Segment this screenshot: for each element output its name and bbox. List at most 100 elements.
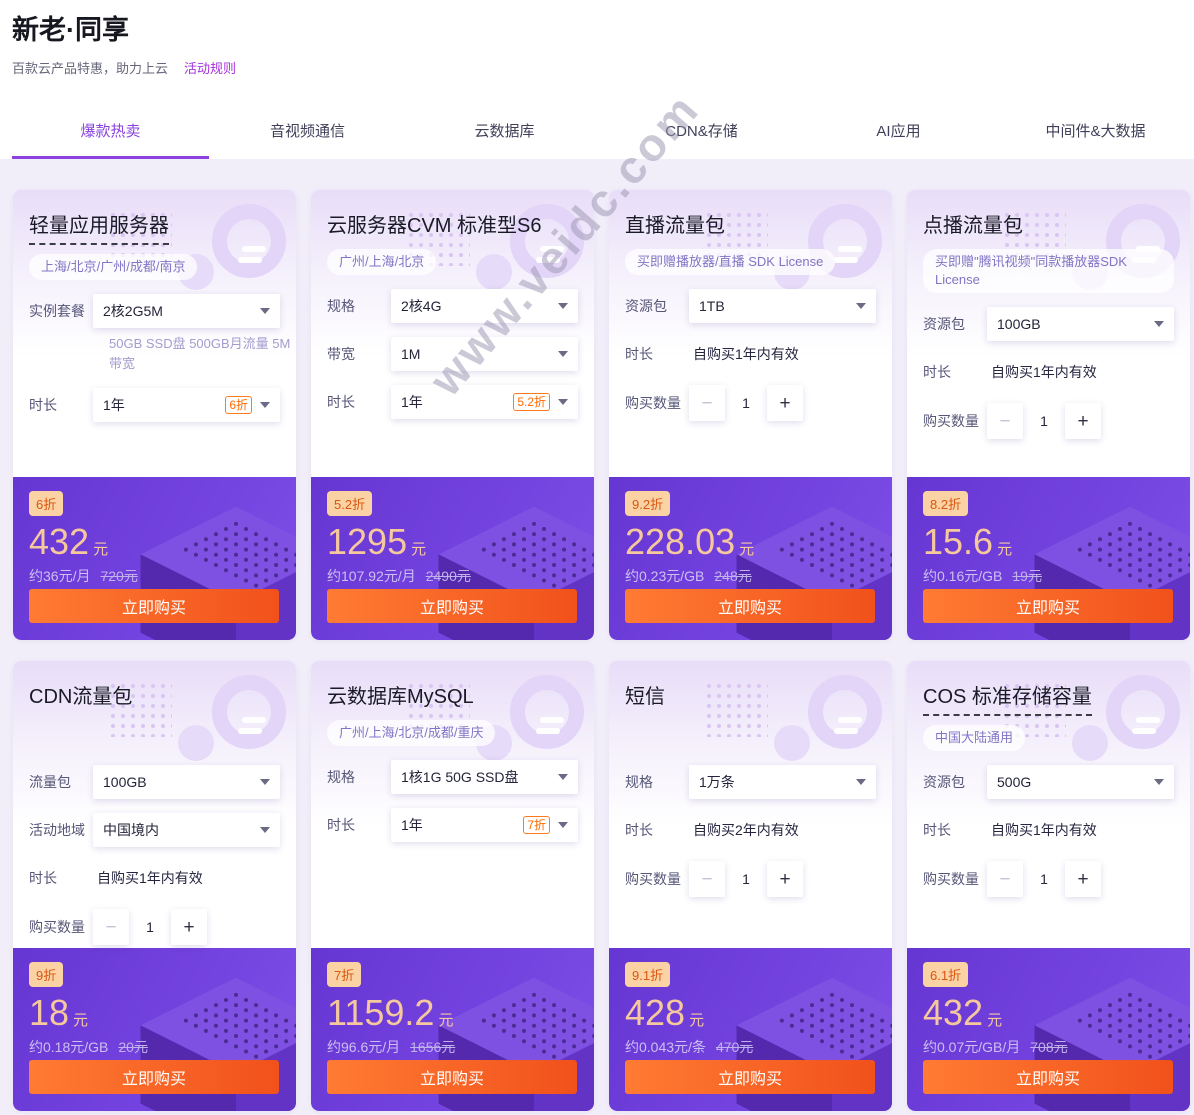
buy-now-button[interactable]: 立即购买 (29, 1060, 279, 1094)
bandwidth-select[interactable]: 1M (391, 337, 578, 371)
select-value: 2核2G5M (103, 303, 163, 319)
price-panel: 9.2折 228.03 元 约0.23元/GB 248元 立即购买 (609, 477, 892, 640)
increase-quantity-button[interactable]: + (767, 861, 803, 897)
chevron-down-icon (558, 822, 568, 828)
price-unit: 元 (689, 1012, 705, 1029)
field-label-quantity: 购买数量 (923, 413, 979, 429)
price-panel: 8.2折 15.6 元 约0.16元/GB 19元 立即购买 (907, 477, 1190, 640)
field-list: 实例套餐 2核2G5M 50GB SSD盘 500GB月流量 5M带宽 时长 1年 6折 (29, 294, 290, 423)
region-select[interactable]: 中国境内 (93, 813, 280, 847)
field-label-region: 活动地域 (29, 822, 85, 838)
field-list: 资源包 100GB 时长 自购买1年内有效 购买数量 − 1 + (923, 307, 1174, 439)
buy-now-button[interactable]: 立即购买 (29, 589, 279, 623)
quantity-stepper: − 1 + (987, 861, 1101, 897)
product-tag: 广州/上海/北京 (327, 249, 437, 275)
select-value: 1TB (699, 298, 725, 314)
duration-select[interactable]: 1年 5.2折 (391, 385, 578, 419)
tab-cloud-db[interactable]: 云数据库 (474, 123, 535, 140)
increase-quantity-button[interactable]: + (1065, 861, 1101, 897)
price-approx: 约0.043元/条 (625, 1039, 706, 1055)
decrease-quantity-button[interactable]: − (987, 861, 1023, 897)
select-value: 1年 (103, 397, 125, 414)
buy-now-button[interactable]: 立即购买 (923, 1060, 1173, 1094)
product-card-mysql-database: 云数据库MySQL 广州/上海/北京/成都/重庆 规格 1核1G 50G SSD盘… (311, 661, 594, 1111)
price-approx: 约0.23元/GB (625, 568, 705, 584)
price-panel: 9.1折 428 元 约0.043元/条 470元 立即购买 (609, 948, 892, 1111)
duration-select[interactable]: 1年 6折 (93, 388, 280, 423)
tab-audio-video[interactable]: 音视频通信 (269, 123, 345, 140)
decrease-quantity-button[interactable]: − (987, 403, 1023, 439)
price-unit: 元 (997, 541, 1013, 558)
chevron-down-icon (558, 303, 568, 309)
quantity-value: 1 (1040, 413, 1048, 429)
quantity-value: 1 (742, 395, 750, 411)
tab-ai-apps[interactable]: AI应用 (876, 123, 921, 140)
duration-select[interactable]: 1年 7折 (391, 808, 578, 842)
duration-value: 自购买1年内有效 (97, 870, 203, 886)
price-approx: 约96.6元/月 (327, 1039, 401, 1055)
card-top: 直播流量包 买即赠播放器/直播 SDK License 资源包 1TB 时长 自购买1… (609, 190, 892, 477)
field-label-quantity: 购买数量 (625, 395, 681, 411)
traffic-pack-select[interactable]: 100GB (93, 765, 280, 799)
chevron-down-icon (1154, 321, 1164, 327)
quantity-stepper: − 1 + (689, 861, 803, 897)
select-value: 100GB (103, 774, 147, 790)
spec-select[interactable]: 1万条 (689, 765, 876, 799)
price-approx: 约0.07元/GB/月 (923, 1039, 1021, 1055)
field-label-resource-pack: 资源包 (625, 298, 667, 314)
buy-now-button[interactable]: 立即购买 (625, 589, 875, 623)
quantity-value: 1 (1040, 871, 1048, 887)
price-panel: 5.2折 1295 元 约107.92元/月 2490元 立即购买 (311, 477, 594, 640)
card-top: 点播流量包 买即赠"腾讯视频"同款播放器SDK License 资源包 100GB… (907, 190, 1190, 477)
price-unit: 元 (987, 1012, 1003, 1029)
increase-quantity-button[interactable]: + (1065, 403, 1101, 439)
price-amount: 1159.2 (327, 992, 435, 1033)
page-title: 新老·同享 (12, 15, 129, 45)
decrease-quantity-button[interactable]: − (689, 385, 725, 421)
product-card-cdn-traffic-pack: CDN流量包 流量包 100GB 活动地域 中国境内 时长 自购买1年内有效 购买数量 − 1 +… (13, 661, 296, 1111)
field-label-duration: 时长 (625, 822, 653, 838)
resource-pack-select[interactable]: 100GB (987, 307, 1174, 341)
spec-select[interactable]: 2核4G (391, 289, 578, 323)
instance-plan-select[interactable]: 2核2G5M (93, 294, 280, 328)
discount-badge: 6.1折 (923, 962, 969, 987)
card-top: CDN流量包 流量包 100GB 活动地域 中国境内 时长 自购买1年内有效 购买数量 − 1 + (13, 661, 296, 948)
product-title: CDN流量包 (29, 686, 133, 708)
price-original: 720元 (100, 568, 138, 584)
decrease-quantity-button[interactable]: − (93, 909, 129, 945)
field-label-spec: 规格 (625, 774, 653, 790)
card-top: COS 标准存储容量 中国大陆通用 资源包 500G 时长 自购买1年内有效 购买数量 −… (907, 661, 1190, 948)
tab-middleware-bigdata[interactable]: 中间件&大数据 (1045, 123, 1146, 140)
decrease-quantity-button[interactable]: − (689, 861, 725, 897)
product-title: 直播流量包 (625, 215, 725, 237)
field-list: 规格 1万条 时长 自购买2年内有效 购买数量 − 1 + (625, 765, 876, 897)
tab-cdn-storage[interactable]: CDN&存储 (665, 123, 738, 140)
increase-quantity-button[interactable]: + (767, 385, 803, 421)
activity-rules-link[interactable]: 活动规则 (184, 61, 237, 76)
product-title: COS 标准存储容量 (923, 683, 1092, 716)
discount-badge: 6折 (29, 491, 64, 516)
resource-pack-select[interactable]: 500G (987, 765, 1174, 799)
quantity-stepper: − 1 + (93, 909, 207, 945)
duration-value: 自购买2年内有效 (693, 822, 799, 838)
cards-grid: 轻量应用服务器 上海/北京/广州/成都/南京 实例套餐 2核2G5M 50GB SS… (13, 190, 1194, 1111)
product-tag: 买即赠"腾讯视频"同款播放器SDK License (923, 249, 1174, 293)
buy-now-button[interactable]: 立即购买 (327, 589, 577, 623)
page-header: 新老·同享 百款云产品特惠，助力上云 活动规则 (0, 0, 1194, 77)
duration-value: 自购买1年内有效 (991, 364, 1097, 380)
chevron-down-icon (558, 399, 568, 405)
product-card-cvm-standard-s6: 云服务器CVM 标准型S6 广州/上海/北京 规格 2核4G 带宽 1M 时长 1年 5.2… (311, 190, 594, 640)
buy-now-button[interactable]: 立即购买 (923, 589, 1173, 623)
price-panel: 6.1折 432 元 约0.07元/GB/月 708元 立即购买 (907, 948, 1190, 1111)
buy-now-button[interactable]: 立即购买 (327, 1060, 577, 1094)
field-label-duration: 时长 (625, 346, 653, 362)
increase-quantity-button[interactable]: + (171, 909, 207, 945)
tab-hot-sale[interactable]: 爆款热卖 (12, 107, 209, 159)
buy-now-button[interactable]: 立即购买 (625, 1060, 875, 1094)
resource-pack-select[interactable]: 1TB (689, 289, 876, 323)
spec-select[interactable]: 1核1G 50G SSD盘 (391, 760, 578, 794)
discount-chip: 5.2折 (513, 393, 550, 411)
chevron-down-icon (260, 779, 270, 785)
price-amount: 1295 (327, 521, 408, 562)
discount-chip: 6折 (225, 396, 252, 415)
